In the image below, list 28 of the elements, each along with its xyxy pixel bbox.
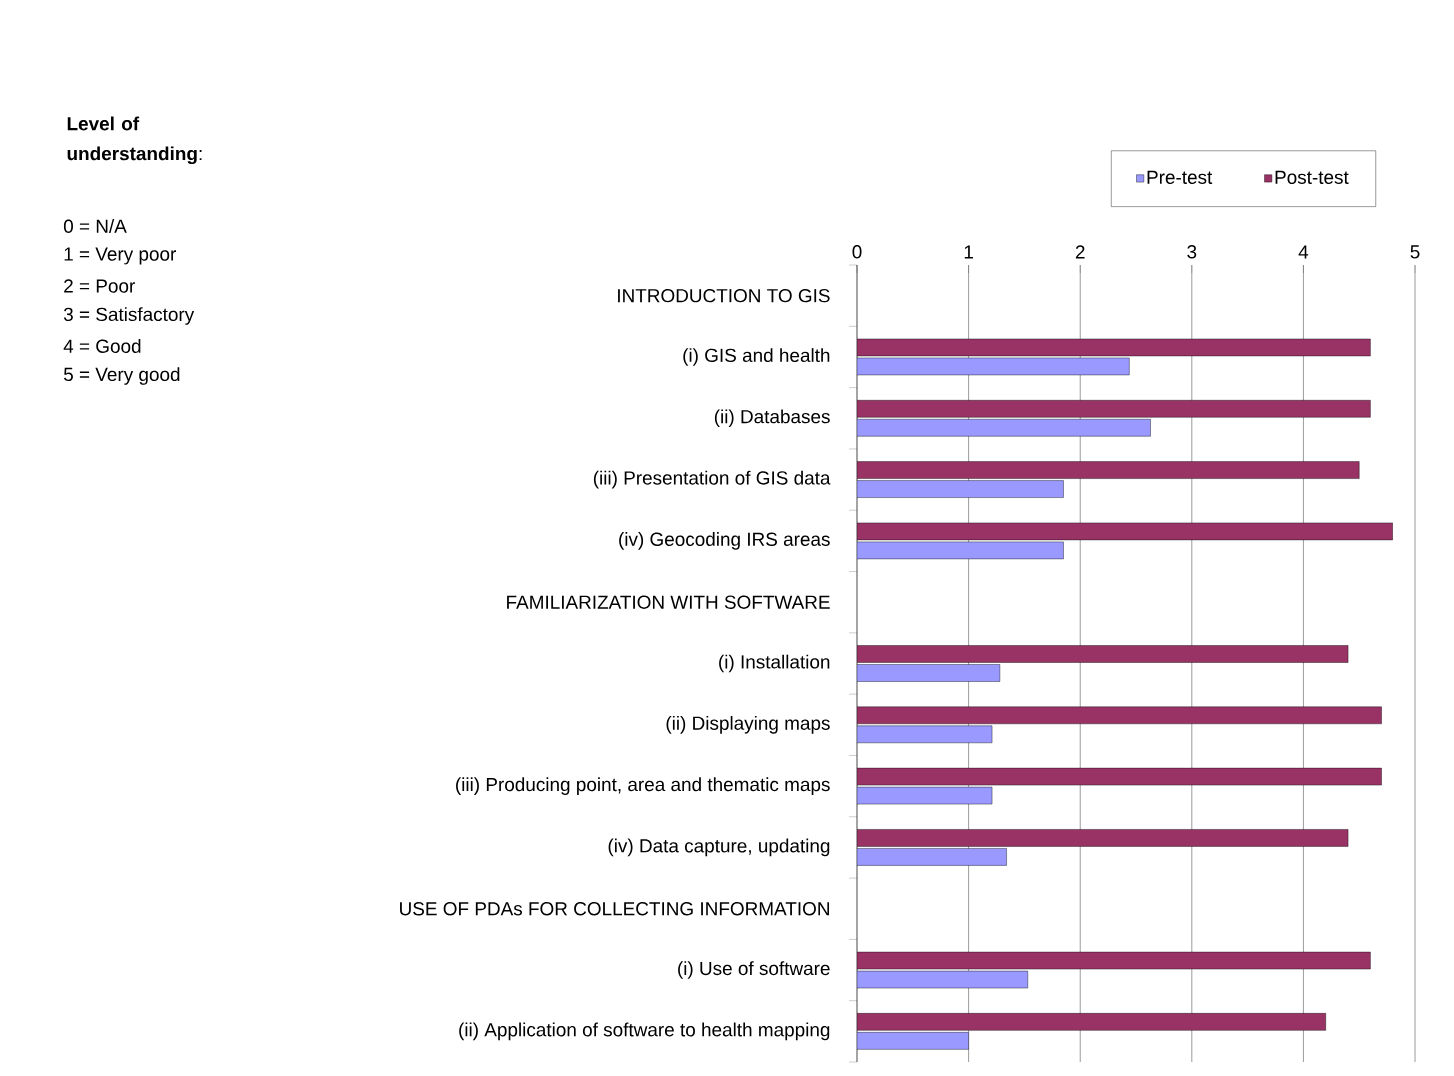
x-tick-label: 5	[1410, 245, 1420, 259]
text: 5 = Very good	[63, 367, 180, 385]
x-tick-label: 3	[1187, 245, 1197, 259]
y-tick-label: (i) GIS and health	[683, 348, 830, 366]
y-tick-label: (ii) Application of software to health mapping	[459, 1022, 830, 1041]
y-tick-label: (ii) Databases	[714, 409, 830, 428]
x-tick-label: 2	[1075, 245, 1085, 259]
x-tick-label: 1	[964, 245, 973, 259]
y-tick-label: (i) Installation	[719, 654, 830, 673]
text: 1 = Very poor	[64, 247, 176, 265]
text: 2 = Poor	[64, 279, 135, 293]
y-tick-label: INTRODUCTION TO GIS	[618, 288, 830, 303]
text: 4 = Good	[63, 339, 141, 353]
legend-label: Post-test	[1275, 170, 1349, 184]
legend-label: Pre-test	[1147, 170, 1213, 184]
x-tick-label: 4	[1298, 245, 1309, 259]
y-tick-label: (iii) Presentation of GIS data	[593, 470, 831, 489]
x-tick-label: 0	[852, 245, 862, 259]
y-tick-label: (iii) Producing point, area and thematic maps	[456, 777, 830, 795]
y-tick-label: (ii) Displaying maps	[666, 715, 830, 734]
y-tick-label: USE OF PDAs FOR COLLECTING INFORMATION	[400, 902, 829, 916]
text: 3 = Satisfactory	[63, 307, 195, 325]
y-tick-label: FAMILIARIZATION WITH SOFTWARE	[507, 595, 830, 609]
y-tick-label: (iv) Data capture, updating	[608, 838, 830, 857]
y-tick-label: (i) Use of software	[678, 961, 830, 979]
text: 0 = N/A	[63, 219, 127, 233]
y-tick-label: (iv) Geocoding IRS areas	[619, 532, 830, 550]
text: Level of understanding:	[67, 116, 202, 165]
